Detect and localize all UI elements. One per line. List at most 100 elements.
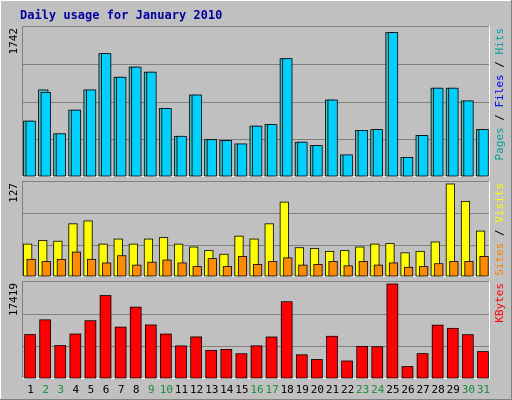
- bar-kbytes-day-31: [477, 351, 489, 379]
- bar-files-day-31: [478, 129, 489, 177]
- bar-kbytes-day-26: [401, 366, 414, 379]
- bar-sites-day-17: [268, 261, 278, 277]
- bar-kbytes-day-11: [175, 345, 187, 379]
- x-tick-label-day-12: 12: [190, 383, 203, 396]
- y-max-label: 127: [7, 183, 20, 203]
- legend-entry: KBytes: [493, 283, 506, 323]
- bar-files-day-14: [221, 140, 233, 177]
- bar-kbytes-day-27: [416, 353, 429, 379]
- bar-files-day-30: [463, 100, 474, 177]
- panel-kbytes: 17419 KBytes: [7, 281, 506, 379]
- bar-sites-day-10: [162, 259, 172, 277]
- bar-files-day-22: [342, 154, 353, 177]
- bar-sites-day-21: [328, 261, 338, 277]
- bar-sites-day-26: [404, 266, 414, 277]
- x-tick-label-day-16: 16: [250, 383, 263, 396]
- bar-sites-day-30: [464, 261, 474, 277]
- bar-sites-day-13: [207, 258, 217, 277]
- x-tick-label-day-5: 5: [88, 383, 95, 396]
- bar-files-day-3: [55, 133, 66, 177]
- bar-files-day-10: [161, 108, 172, 177]
- bar-files-day-8: [131, 66, 142, 177]
- bar-kbytes-day-28: [431, 324, 444, 379]
- bar-kbytes-day-1: [24, 334, 36, 379]
- x-tick-label-day-2: 2: [42, 383, 49, 396]
- panel-visits-sites: 127 Sites / Visits: [7, 181, 506, 277]
- x-tick-label-day-29: 29: [447, 383, 460, 396]
- x-tick-label-day-24: 24: [371, 383, 385, 396]
- x-tick-label-day-25: 25: [386, 383, 399, 396]
- bar-files-day-16: [252, 125, 263, 177]
- bars-visits-sites: [23, 183, 489, 277]
- bar-sites-day-31: [479, 256, 489, 277]
- bar-files-day-21: [327, 99, 338, 177]
- panel-hits-files-pages: 1742 Pages / Files / Hits: [7, 26, 506, 177]
- bar-files-day-7: [116, 76, 127, 177]
- bar-sites-day-11: [177, 262, 187, 277]
- bar-sites-day-2: [41, 261, 51, 277]
- bar-files-day-12: [191, 94, 202, 177]
- bar-kbytes-day-2: [39, 319, 51, 379]
- bar-sites-day-28: [434, 263, 444, 277]
- y-max-label: 17419: [7, 283, 20, 316]
- bar-kbytes-day-3: [54, 345, 67, 379]
- bar-kbytes-day-5: [84, 320, 97, 379]
- x-tick-label-day-1: 1: [27, 383, 34, 396]
- bar-kbytes-day-18: [280, 301, 293, 379]
- bar-sites-day-24: [373, 264, 383, 277]
- x-tick-label-day-30: 30: [462, 383, 475, 396]
- bar-kbytes-day-21: [326, 335, 338, 379]
- bar-kbytes-day-25: [386, 283, 399, 379]
- x-tick-label-day-3: 3: [57, 383, 64, 396]
- x-tick-label-day-14: 14: [220, 383, 234, 396]
- x-tick-label-day-13: 13: [205, 383, 218, 396]
- bar-sites-day-1: [26, 258, 36, 277]
- x-tick-label-day-17: 17: [265, 383, 278, 396]
- bar-kbytes-day-16: [250, 345, 263, 379]
- bar-kbytes-day-10: [160, 333, 172, 379]
- legend-kbytes: KBytes: [493, 283, 506, 323]
- bar-sites-day-3: [56, 258, 66, 277]
- bar-sites-day-5: [86, 258, 97, 277]
- x-tick-label-day-8: 8: [133, 383, 140, 396]
- bar-sites-day-25: [388, 262, 399, 277]
- x-tick-label-day-15: 15: [235, 383, 248, 396]
- chart-panels: 1742 Pages / Files / Hits 127 Sites / Visit…: [7, 26, 506, 379]
- x-tick-label-day-19: 19: [296, 383, 309, 396]
- bar-kbytes-day-19: [295, 354, 308, 379]
- bar-kbytes-day-8: [129, 306, 142, 379]
- bar-sites-day-27: [419, 266, 429, 277]
- legend-entry: /: [493, 55, 506, 75]
- x-tick-label-day-6: 6: [103, 383, 110, 396]
- x-tick-label-day-11: 11: [175, 383, 188, 396]
- bar-kbytes-day-13: [205, 349, 218, 379]
- bar-kbytes-day-15: [235, 353, 248, 379]
- bar-files-day-13: [206, 139, 217, 177]
- bar-files-day-23: [357, 130, 368, 177]
- x-tick-label-day-22: 22: [341, 383, 354, 396]
- bar-kbytes-day-22: [341, 360, 353, 379]
- bar-files-day-4: [70, 109, 82, 177]
- bar-files-day-11: [176, 135, 187, 177]
- bar-files-day-19: [297, 141, 308, 177]
- y-max-label: 1742: [7, 28, 20, 55]
- bar-files-day-26: [403, 157, 414, 177]
- bar-files-day-5: [85, 89, 97, 177]
- bars-kbytes: [24, 283, 489, 379]
- bar-files-day-18: [282, 58, 293, 177]
- bar-sites-day-16: [253, 264, 263, 277]
- legend-entry: /: [493, 223, 506, 243]
- bar-kbytes-day-30: [462, 334, 474, 379]
- bar-files-day-2: [40, 92, 51, 177]
- bar-kbytes-day-29: [446, 327, 459, 379]
- legend-entry: Hits: [493, 28, 506, 55]
- bar-kbytes-day-9: [144, 324, 157, 379]
- bar-kbytes-day-20: [311, 359, 323, 379]
- x-tick-label-day-9: 9: [148, 383, 155, 396]
- x-tick-label-day-27: 27: [416, 383, 429, 396]
- bar-sites-day-20: [313, 264, 323, 277]
- x-tick-label-day-7: 7: [118, 383, 125, 396]
- bar-sites-day-14: [222, 266, 232, 277]
- bar-files-day-15: [236, 143, 248, 177]
